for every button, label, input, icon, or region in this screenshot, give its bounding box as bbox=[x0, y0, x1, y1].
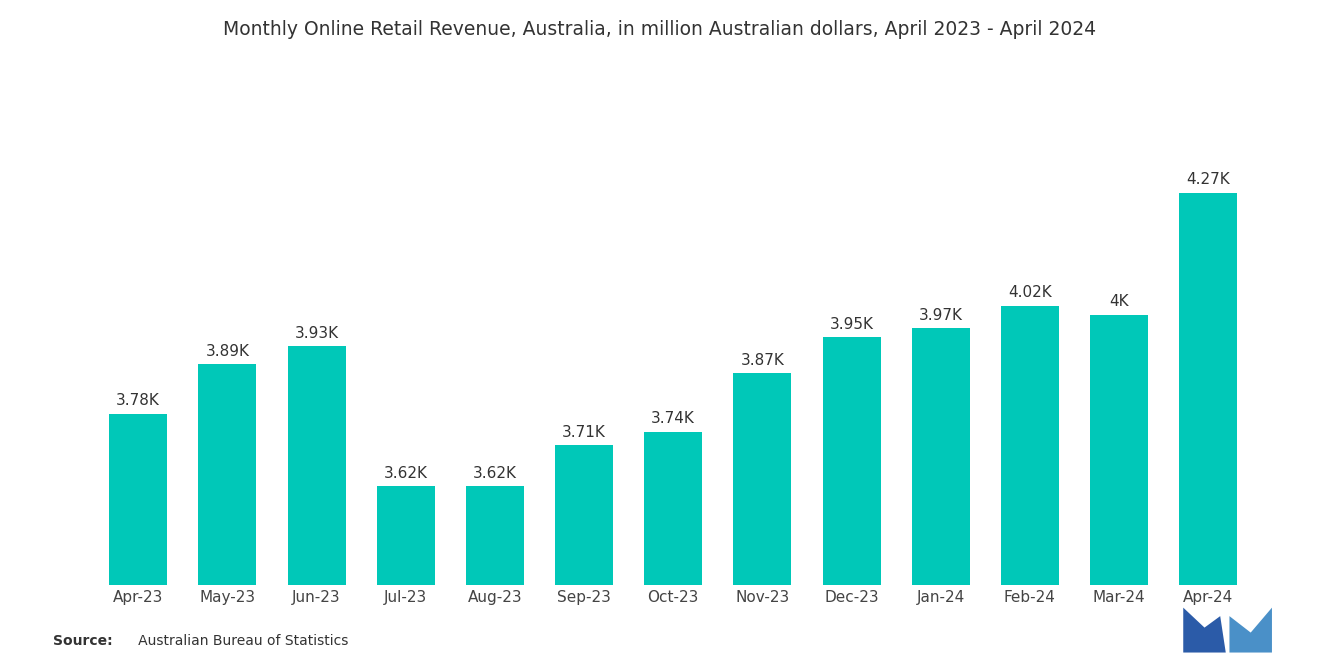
Text: 4.02K: 4.02K bbox=[1008, 285, 1052, 300]
Bar bbox=[1179, 193, 1237, 585]
Bar bbox=[1090, 315, 1148, 585]
Bar bbox=[110, 414, 168, 585]
Text: 3.71K: 3.71K bbox=[562, 425, 606, 440]
Bar bbox=[822, 337, 880, 585]
Bar bbox=[1001, 305, 1059, 585]
Text: 4K: 4K bbox=[1109, 294, 1129, 309]
Text: Monthly Online Retail Revenue, Australia, in million Australian dollars, April 2: Monthly Online Retail Revenue, Australia… bbox=[223, 20, 1097, 39]
Text: 3.93K: 3.93K bbox=[294, 326, 339, 340]
Bar bbox=[912, 328, 970, 585]
Bar bbox=[376, 486, 434, 585]
Text: 3.62K: 3.62K bbox=[473, 465, 517, 481]
Bar bbox=[554, 446, 612, 585]
Bar bbox=[466, 486, 524, 585]
Bar bbox=[288, 346, 346, 585]
Text: 3.62K: 3.62K bbox=[384, 465, 428, 481]
Text: Source:: Source: bbox=[53, 634, 112, 648]
Bar bbox=[734, 373, 792, 585]
Text: 3.89K: 3.89K bbox=[206, 344, 249, 359]
Text: 3.87K: 3.87K bbox=[741, 353, 784, 368]
Text: 3.95K: 3.95K bbox=[829, 317, 874, 332]
Text: 3.74K: 3.74K bbox=[651, 412, 696, 426]
Bar bbox=[198, 364, 256, 585]
Text: Australian Bureau of Statistics: Australian Bureau of Statistics bbox=[125, 634, 348, 648]
Text: 4.27K: 4.27K bbox=[1187, 172, 1230, 188]
Text: 3.78K: 3.78K bbox=[116, 394, 160, 408]
Bar bbox=[644, 432, 702, 585]
Text: 3.97K: 3.97K bbox=[919, 308, 962, 323]
